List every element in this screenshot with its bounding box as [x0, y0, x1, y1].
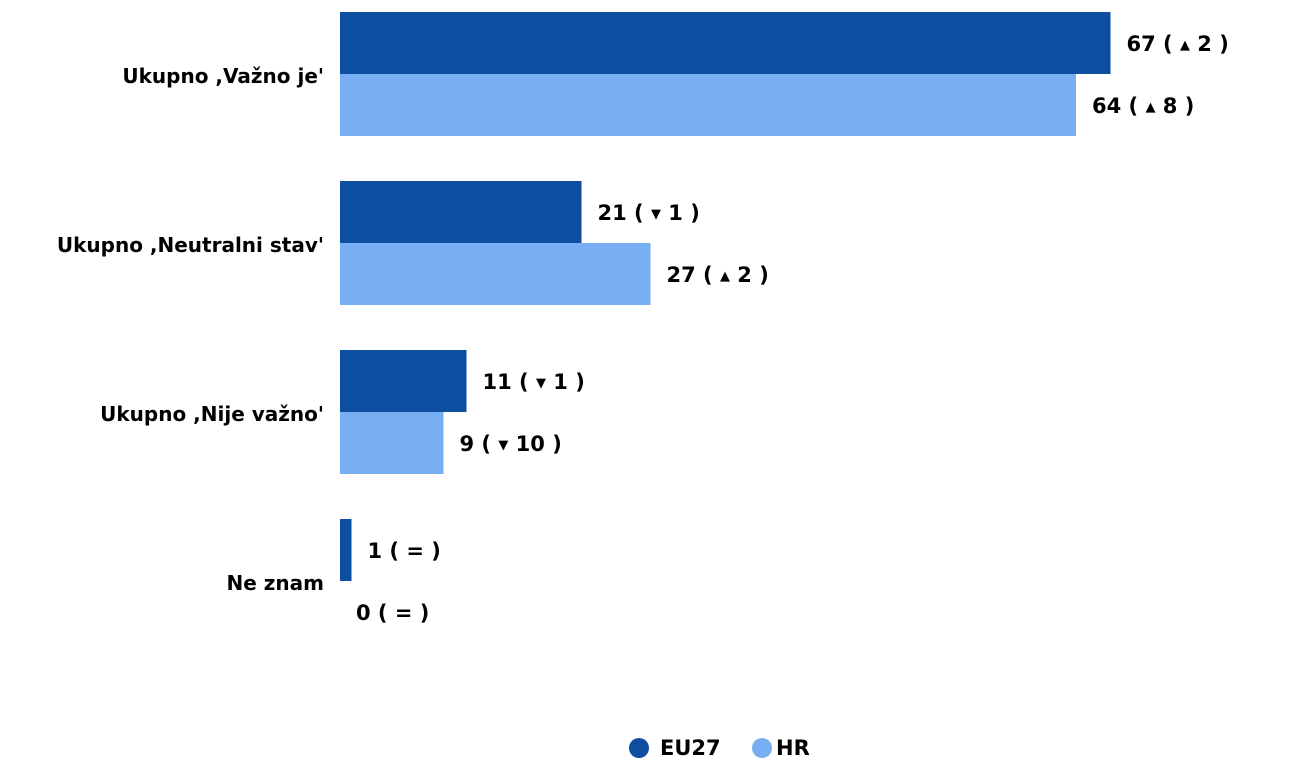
value-label: 27 ( ▲ 2 ) [667, 263, 769, 287]
triangle-up-icon: ▲ [1180, 38, 1190, 53]
value-number: 21 [598, 201, 627, 225]
change-value: 10 [508, 432, 545, 456]
value-number: 64 [1092, 94, 1121, 118]
value-label: 9 ( ▼ 10 ) [460, 432, 562, 456]
value-number: 27 [667, 263, 696, 287]
triangle-down-icon: ▼ [651, 207, 661, 222]
change-value: = [395, 601, 413, 625]
change-value: = [406, 539, 424, 563]
triangle-down-icon: ▼ [498, 438, 508, 453]
value-label: 21 ( ▼ 1 ) [598, 201, 700, 225]
value-label: 0 ( = ) [356, 601, 429, 625]
category-label: Ukupno ,Nije važno' [100, 402, 324, 426]
change-value: 1 [546, 370, 568, 394]
change-value: 8 [1155, 94, 1177, 118]
triangle-up-icon: ▲ [720, 269, 730, 284]
bar-hr [340, 243, 651, 305]
value-labels: 67 ( ▲ 2 ) 64 ( ▲ 8 ) 21 ( ▼ 1 ) 27 ( ▲ 2 )… [356, 32, 1229, 625]
triangle-up-icon: ▲ [1145, 100, 1155, 115]
value-label: 1 ( = ) [368, 539, 441, 563]
legend: EU27 HR [629, 736, 810, 758]
bar-hr [340, 74, 1076, 136]
bar-eu27 [340, 350, 467, 412]
category-label: Ne znam [227, 571, 324, 595]
triangle-down-icon: ▼ [536, 376, 546, 391]
value-number: 11 [483, 370, 512, 394]
legend-label-hr: HR [776, 736, 810, 758]
value-number: 67 [1127, 32, 1156, 56]
value-label: 67 ( ▲ 2 ) [1127, 32, 1229, 56]
value-number: 0 [356, 601, 371, 625]
bar-eu27 [340, 519, 352, 581]
change-value: 2 [730, 263, 752, 287]
value-label: 64 ( ▲ 8 ) [1092, 94, 1194, 118]
bar-eu27 [340, 12, 1111, 74]
value-label: 11 ( ▼ 1 ) [483, 370, 585, 394]
category-labels: Ukupno ,Važno je' Ukupno ,Neutralni stav'… [57, 64, 324, 595]
change-value: 1 [661, 201, 683, 225]
legend-marker-hr [752, 738, 772, 758]
bar-eu27 [340, 181, 582, 243]
bars [340, 12, 1111, 581]
category-label: Ukupno ,Neutralni stav' [57, 233, 324, 257]
bar-hr [340, 412, 444, 474]
value-number: 9 [460, 432, 475, 456]
category-label: Ukupno ,Važno je' [122, 64, 324, 88]
value-number: 1 [368, 539, 383, 563]
legend-label-eu27: EU27 [660, 736, 721, 758]
legend-marker-eu27 [629, 738, 649, 758]
change-value: 2 [1190, 32, 1212, 56]
